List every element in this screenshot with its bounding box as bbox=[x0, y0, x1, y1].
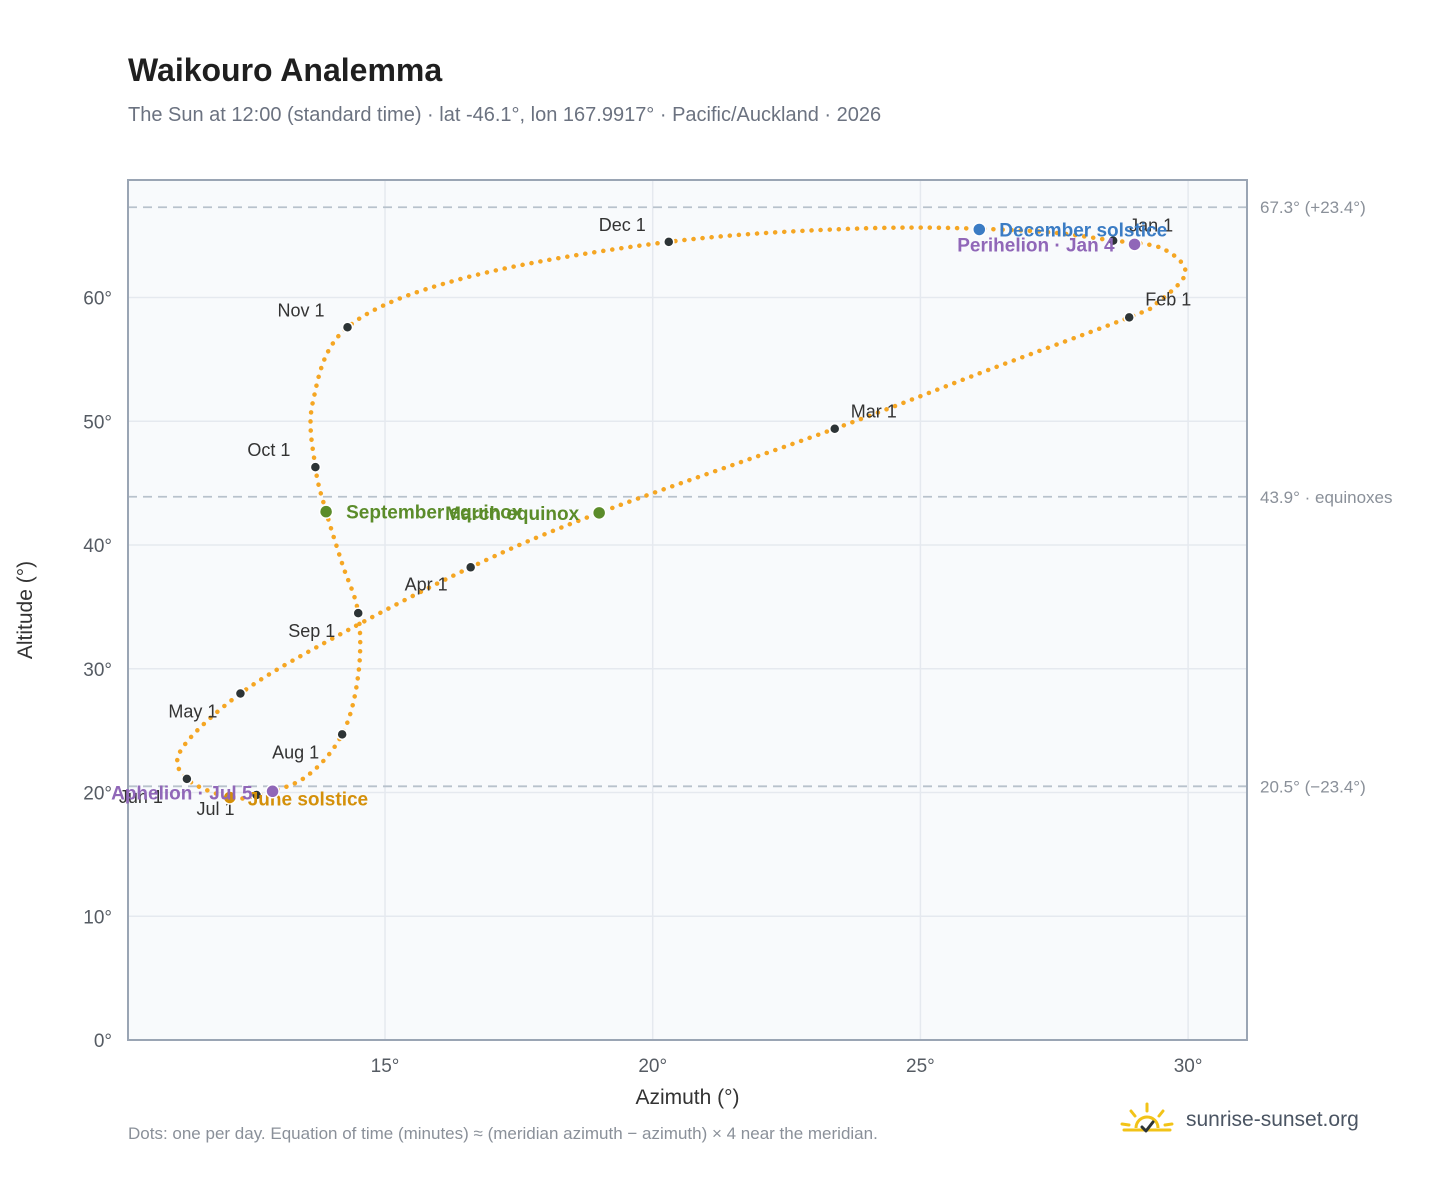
event-marker bbox=[222, 790, 237, 805]
event-label: March equinox bbox=[445, 504, 580, 525]
event-marker bbox=[591, 505, 607, 521]
event-marker bbox=[972, 222, 987, 237]
month-label: Apr 1 bbox=[405, 574, 448, 594]
month-marker bbox=[1123, 311, 1135, 324]
brand-name: sunrise-sunset.org bbox=[1186, 1108, 1359, 1131]
month-label: Aug 1 bbox=[272, 742, 319, 762]
y-tick-label: 10° bbox=[83, 907, 112, 928]
month-marker bbox=[663, 236, 675, 248]
x-tick-label: 30° bbox=[1174, 1056, 1203, 1077]
y-tick-label: 20° bbox=[83, 784, 112, 805]
month-marker bbox=[828, 422, 841, 435]
month-label: Oct 1 bbox=[247, 440, 290, 460]
event-marker bbox=[318, 504, 334, 519]
month-label: Jun 1 bbox=[119, 787, 163, 807]
y-tick-label: 30° bbox=[83, 660, 112, 681]
reference-line-label: 20.5° (−23.4°) bbox=[1260, 777, 1366, 796]
month-marker bbox=[336, 728, 348, 741]
sun-check-icon bbox=[1118, 1102, 1176, 1140]
x-tick-label: 20° bbox=[638, 1056, 667, 1077]
month-label: Jul 1 bbox=[196, 799, 234, 819]
chart-subtitle: The Sun at 12:00 (standard time) · lat -… bbox=[128, 104, 882, 126]
month-marker bbox=[309, 461, 322, 473]
month-marker bbox=[250, 789, 263, 801]
month-label: Feb 1 bbox=[1145, 289, 1191, 309]
x-tick-label: 15° bbox=[371, 1056, 400, 1077]
event-label: Aphelion · Jul 5 bbox=[111, 783, 253, 804]
x-axis-label: Azimuth (°) bbox=[635, 1086, 739, 1109]
month-label: Jan 1 bbox=[1129, 216, 1173, 236]
chart-footnote: Dots: one per day. Equation of time (min… bbox=[128, 1124, 878, 1143]
month-marker bbox=[464, 561, 477, 574]
chart-title: Waikouro Analemma bbox=[128, 52, 443, 88]
month-marker bbox=[234, 687, 247, 700]
month-marker bbox=[181, 773, 193, 785]
event-marker bbox=[1127, 237, 1142, 252]
month-marker bbox=[352, 607, 364, 619]
reference-line-label: 67.3° (+23.4°) bbox=[1260, 198, 1366, 217]
reference-line-label: 43.9° · equinoxes bbox=[1260, 488, 1393, 507]
y-tick-label: 40° bbox=[83, 536, 112, 557]
event-label: December solstice bbox=[999, 220, 1167, 241]
event-marker bbox=[265, 784, 280, 799]
month-label: Sep 1 bbox=[288, 621, 335, 641]
plot-area bbox=[128, 180, 1247, 1040]
y-tick-label: 50° bbox=[83, 412, 112, 433]
brand-logo[interactable]: sunrise-sunset.org bbox=[1118, 1100, 1359, 1140]
month-label: Nov 1 bbox=[278, 300, 325, 320]
month-marker bbox=[1107, 234, 1119, 247]
y-tick-label: 60° bbox=[83, 289, 112, 310]
month-label: May 1 bbox=[168, 702, 217, 722]
y-axis-label: Altitude (°) bbox=[14, 561, 37, 659]
y-tick-label: 0° bbox=[94, 1031, 112, 1052]
month-label: Mar 1 bbox=[851, 402, 897, 422]
plot-border bbox=[127, 179, 1248, 1041]
month-label: Dec 1 bbox=[599, 215, 646, 235]
event-label: Perihelion · Jan 4 bbox=[957, 235, 1115, 256]
month-marker bbox=[341, 321, 354, 334]
x-tick-label: 25° bbox=[906, 1056, 935, 1077]
event-label: September equinox bbox=[346, 503, 523, 524]
